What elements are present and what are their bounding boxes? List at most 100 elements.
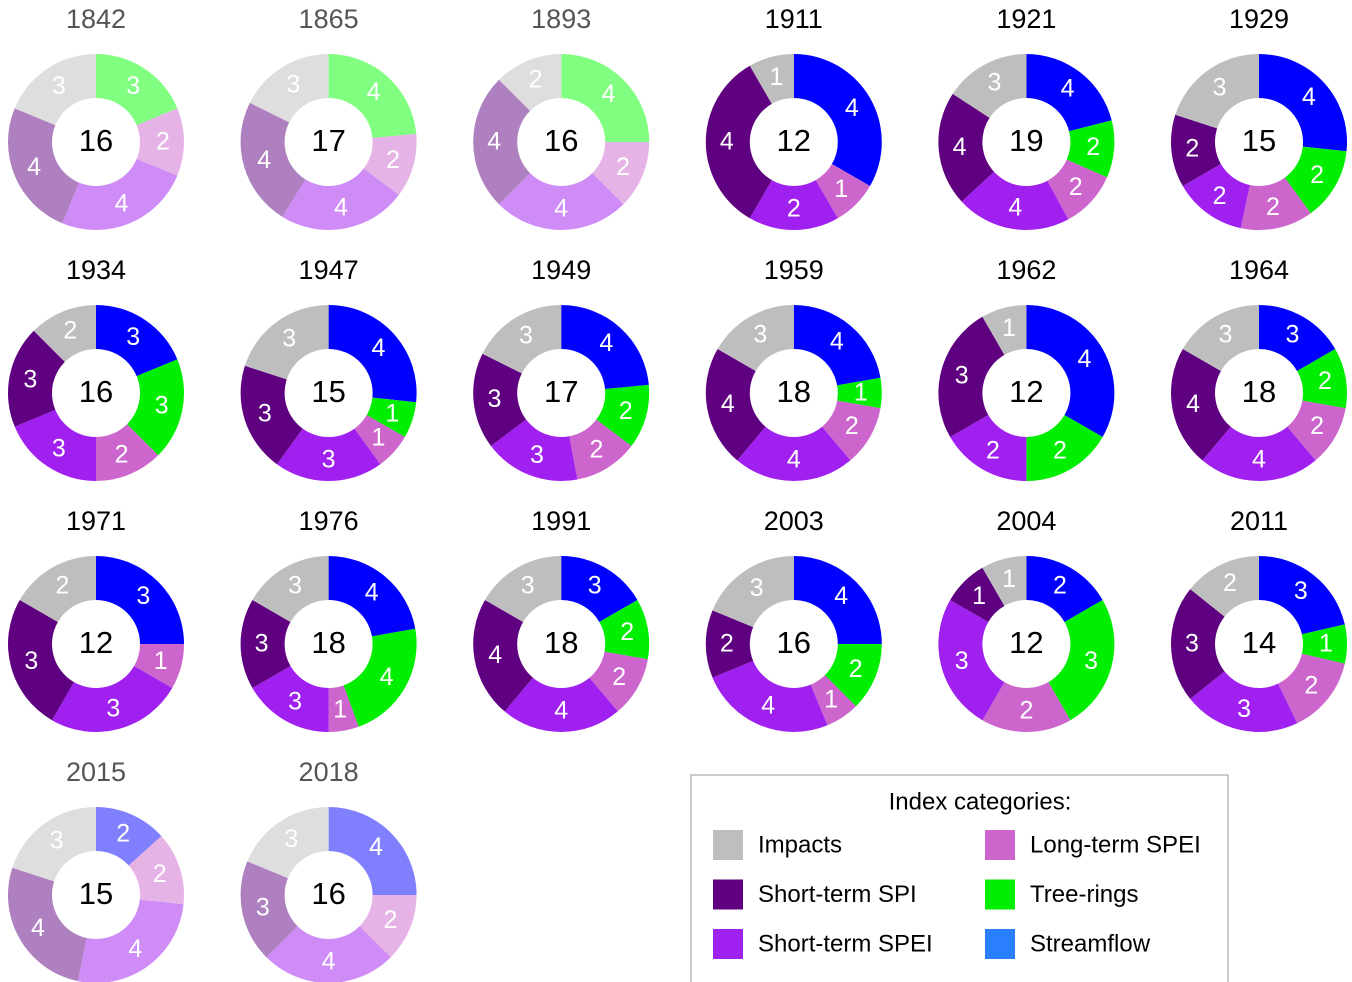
segment-label: 3 — [284, 825, 298, 853]
donut-segment — [712, 660, 828, 733]
donut-segment — [1297, 349, 1347, 409]
segment-label: 4 — [1008, 194, 1022, 222]
donut-segment — [749, 54, 794, 104]
segment-label: 2 — [1069, 173, 1083, 201]
segment-label: 1 — [1319, 630, 1333, 658]
segment-label: 3 — [521, 572, 535, 600]
donut-segment — [127, 359, 185, 456]
segment-label: 3 — [155, 392, 169, 420]
segment-label: 4 — [720, 128, 734, 156]
segment-label: 4 — [554, 697, 568, 725]
segment-label: 3 — [282, 324, 296, 352]
donut-segment — [822, 400, 881, 461]
segment-label: 2 — [1310, 161, 1324, 189]
donut-segment — [240, 102, 306, 217]
donut-segment — [240, 365, 303, 465]
donut-segment — [96, 556, 184, 644]
donut-segment — [128, 836, 184, 905]
donut-total: 17 — [311, 123, 345, 158]
donut-title: 1962 — [996, 255, 1056, 285]
segment-label: 4 — [369, 833, 383, 861]
donut-segment — [343, 628, 417, 727]
legend-swatch — [985, 929, 1015, 959]
donut-total: 16 — [544, 123, 578, 158]
segment-label: 3 — [126, 72, 140, 100]
legend-label: Streamflow — [1030, 930, 1151, 957]
donut-total: 18 — [777, 374, 811, 409]
legend-swatch — [985, 830, 1015, 860]
donut-segment — [8, 600, 75, 721]
legend-swatch — [713, 830, 743, 860]
donut-total: 12 — [777, 123, 811, 158]
segment-label: 4 — [371, 334, 385, 362]
donut-title: 1976 — [299, 506, 359, 536]
donut-segment — [1026, 415, 1103, 481]
donut-segment — [247, 806, 329, 879]
donut-title: 1865 — [299, 4, 359, 34]
segment-label: 1 — [371, 423, 385, 451]
segment-label: 2 — [620, 618, 634, 646]
donut-title: 2004 — [996, 506, 1056, 536]
legend-label: Short-term SPEI — [758, 930, 933, 957]
donut-total: 14 — [1242, 625, 1276, 660]
donut-total: 18 — [1242, 374, 1276, 409]
donut-total: 18 — [311, 625, 345, 660]
donut-title: 2011 — [1230, 506, 1288, 536]
donut-segment — [328, 807, 417, 895]
donut-title: 1949 — [531, 255, 591, 285]
donut-total: 12 — [79, 625, 113, 660]
segment-label: 2 — [1223, 569, 1237, 597]
donut-segment — [793, 54, 882, 186]
legend-title: Index categories: — [889, 788, 1072, 815]
donut-segment — [484, 556, 562, 622]
donut-title: 1929 — [1229, 4, 1289, 34]
donut-segment — [354, 415, 405, 465]
donut-segment — [712, 556, 794, 628]
segment-label: 3 — [256, 894, 270, 922]
donut-title: 1964 — [1229, 255, 1289, 285]
donut-segment — [490, 419, 578, 482]
segment-label: 4 — [257, 146, 271, 174]
donut-segment — [96, 305, 178, 377]
donut-segment — [737, 426, 851, 481]
segment-label: 1 — [770, 63, 784, 91]
segment-label: 2 — [845, 412, 859, 440]
donut-segment — [561, 556, 638, 622]
segment-label: 4 — [115, 190, 129, 218]
segment-label: 2 — [986, 437, 1000, 465]
segment-label: 2 — [1086, 133, 1100, 161]
segment-label: 2 — [612, 663, 626, 691]
donut-segment — [276, 428, 381, 481]
legend-label: Tree-rings — [1030, 881, 1138, 908]
donut-segment — [1259, 305, 1336, 371]
segment-label: 3 — [52, 434, 66, 462]
donut-title: 1959 — [764, 255, 824, 285]
donut-segment — [1182, 305, 1259, 371]
segment-label: 4 — [367, 78, 381, 106]
segment-label: 4 — [1252, 446, 1266, 474]
segment-label: 3 — [488, 385, 502, 413]
donut-segment — [961, 171, 1069, 230]
segment-label: 4 — [953, 133, 967, 161]
segment-label: 4 — [380, 663, 394, 691]
segment-label: 2 — [590, 436, 604, 464]
donut-segment — [1048, 600, 1115, 721]
donut-segment — [1190, 671, 1298, 733]
segment-label: 4 — [787, 446, 801, 474]
segment-label: 2 — [529, 66, 543, 94]
legend-swatch — [713, 929, 743, 959]
donut-segment — [1202, 426, 1316, 481]
segment-label: 3 — [126, 323, 140, 351]
donut-segment — [561, 54, 650, 142]
donut-segment — [1301, 624, 1348, 664]
segment-label: 2 — [1053, 437, 1067, 465]
segment-label: 2 — [1310, 412, 1324, 440]
donut-segment — [282, 168, 399, 230]
donut-title: 1934 — [66, 255, 126, 285]
donut-segment — [1182, 164, 1250, 229]
segment-label: 4 — [488, 641, 502, 669]
segment-label: 3 — [1294, 577, 1308, 605]
segment-label: 2 — [386, 146, 400, 174]
